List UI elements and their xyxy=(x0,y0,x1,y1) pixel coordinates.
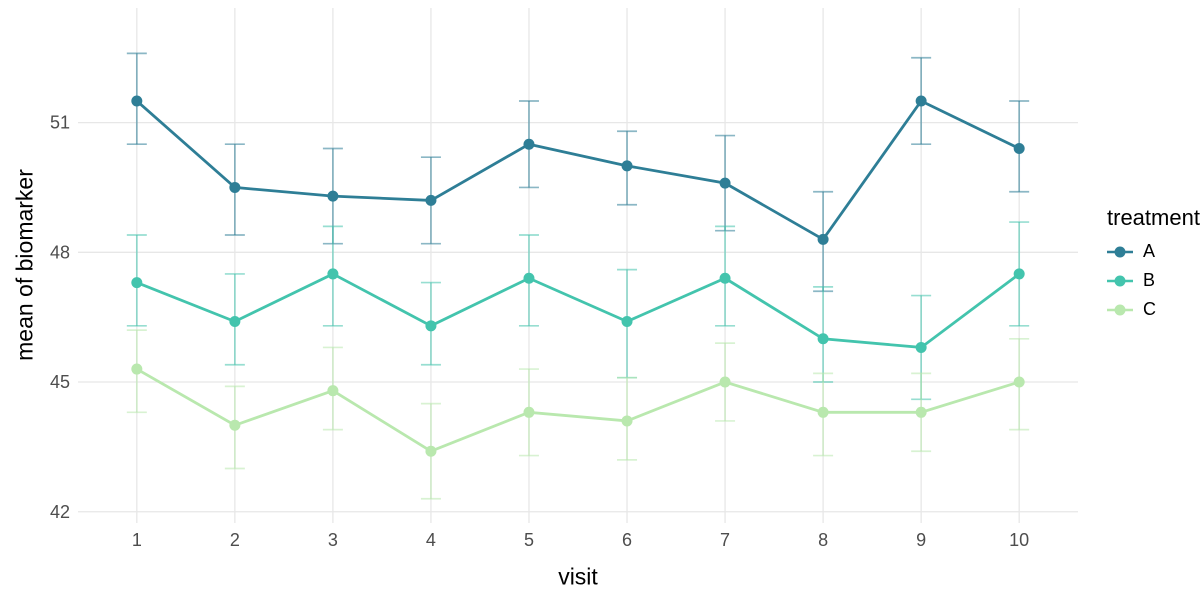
series-C xyxy=(126,329,1030,500)
data-point xyxy=(523,272,535,284)
data-point xyxy=(229,181,241,193)
x-tick-label: 2 xyxy=(230,530,240,550)
y-tick-label: 45 xyxy=(50,372,70,392)
x-tick-label: 7 xyxy=(720,530,730,550)
data-point xyxy=(131,277,143,289)
data-point xyxy=(719,272,731,284)
legend-label: B xyxy=(1143,270,1156,290)
data-point xyxy=(327,385,339,397)
legend-title: treatment xyxy=(1107,205,1200,230)
data-point xyxy=(327,190,339,202)
data-point xyxy=(817,233,829,245)
data-point xyxy=(131,95,143,107)
data-point xyxy=(523,406,535,418)
data-point xyxy=(131,363,143,375)
y-axis-title: mean of biomarker xyxy=(11,169,38,361)
y-tick-label: 42 xyxy=(50,502,70,522)
legend-key-icon xyxy=(1107,275,1133,286)
data-point xyxy=(915,406,927,418)
legend-label: A xyxy=(1143,241,1156,261)
x-tick-label: 5 xyxy=(524,530,534,550)
y-tick-label: 48 xyxy=(50,242,70,262)
series-line xyxy=(135,99,1020,242)
x-tick-label: 10 xyxy=(1009,530,1029,550)
data-point xyxy=(621,315,633,327)
legend-item-C: C xyxy=(1107,299,1200,319)
data-point xyxy=(425,445,437,457)
x-tick-label: 4 xyxy=(426,530,436,550)
x-tick-label: 6 xyxy=(622,530,632,550)
series-line xyxy=(136,272,1021,349)
legend-item-B: B xyxy=(1107,270,1200,290)
x-tick-label: 8 xyxy=(818,530,828,550)
series-A xyxy=(126,52,1030,293)
data-point xyxy=(327,268,339,280)
data-point xyxy=(229,315,241,327)
data-point xyxy=(425,194,437,206)
data-point xyxy=(817,406,829,418)
data-point xyxy=(523,138,535,150)
data-point xyxy=(1013,268,1025,280)
x-tick-label: 9 xyxy=(916,530,926,550)
data-point xyxy=(621,160,633,172)
legend-label: C xyxy=(1143,299,1156,319)
data-point xyxy=(719,376,731,388)
y-tick-label: 51 xyxy=(50,113,70,133)
data-point xyxy=(719,177,731,189)
legend-key-icon xyxy=(1107,304,1133,315)
x-tick-label: 3 xyxy=(328,530,338,550)
data-point xyxy=(425,320,437,332)
series-line xyxy=(136,367,1020,453)
x-tick-label: 1 xyxy=(132,530,142,550)
data-point xyxy=(229,419,241,431)
data-point xyxy=(621,415,633,427)
legend-key-icon xyxy=(1107,246,1133,257)
legend-item-A: A xyxy=(1107,241,1200,261)
data-point xyxy=(915,341,927,353)
x-axis-title: visit xyxy=(558,563,598,590)
data-point xyxy=(1013,143,1025,155)
data-point xyxy=(1013,376,1025,388)
data-point xyxy=(915,95,927,107)
data-point xyxy=(817,333,829,345)
series-B xyxy=(126,221,1030,401)
